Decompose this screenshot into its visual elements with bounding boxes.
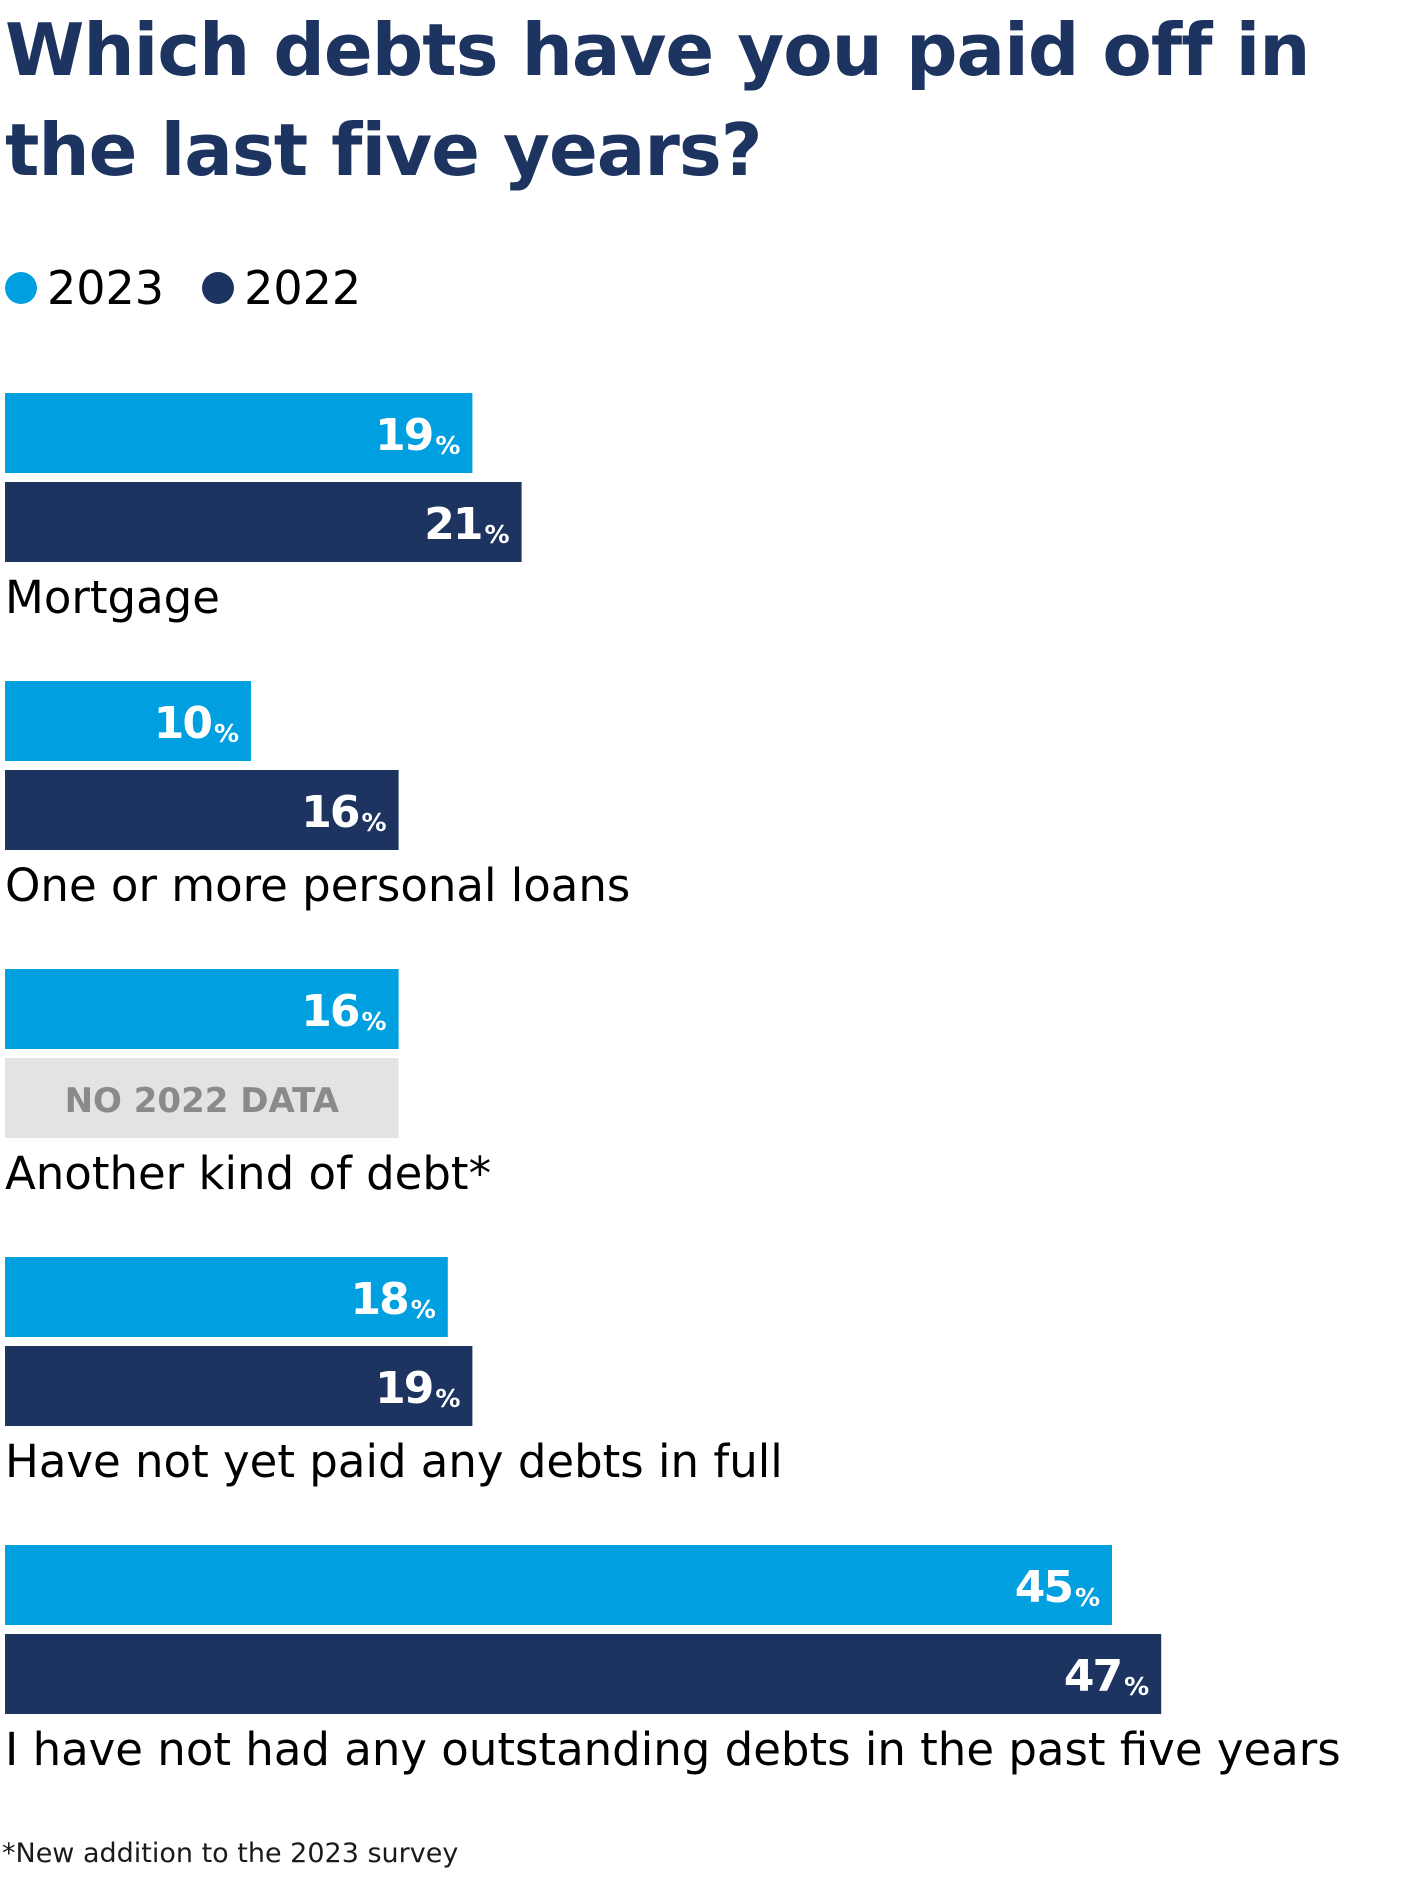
legend-dot-2023 (5, 272, 37, 304)
bar-2023-4 (5, 1545, 1112, 1625)
data-label-2022-1: 16% (301, 787, 386, 838)
data-label-2023-4: 45% (1015, 1562, 1100, 1613)
bar-2023-0 (5, 393, 473, 473)
category-label-4: I have not had any outstanding debts in … (5, 1723, 1341, 1776)
data-label-2023-1: 10% (154, 698, 239, 749)
no-data-label-2: NO 2022 DATA (65, 1081, 340, 1121)
category-label-2: Another kind of debt* (5, 1147, 491, 1200)
bar-2023-1 (5, 681, 251, 761)
bar-2022-3 (5, 1346, 473, 1426)
category-label-0: Mortgage (5, 571, 220, 624)
category-label-3: Have not yet paid any debts in full (5, 1435, 783, 1488)
legend-label-2022: 2022 (244, 261, 362, 315)
data-label-2022-4: 47% (1064, 1651, 1149, 1702)
legend-item-2022: 2022 (202, 261, 361, 315)
data-label-2023-0: 19% (375, 410, 460, 461)
data-label-2023-2: 16% (301, 986, 386, 1037)
bar-2023-2 (5, 969, 399, 1049)
legend-item-2023: 2023 (5, 261, 164, 315)
legend-dot-2022 (202, 272, 235, 304)
bar-2023-3 (5, 1257, 448, 1337)
chart-title: Which debts have you paid off in the las… (5, 8, 1311, 192)
legend: 2023 2022 (5, 258, 399, 318)
data-label-2023-3: 18% (351, 1274, 436, 1325)
bar-2022-1 (5, 770, 399, 850)
bar-no-data-2022-2 (5, 1058, 399, 1138)
data-label-2022-0: 21% (424, 499, 509, 550)
footnote: *New addition to the 2023 survey (2, 1838, 459, 1869)
legend-label-2023: 2023 (47, 261, 165, 315)
data-label-2022-3: 19% (375, 1363, 460, 1414)
bar-2022-4 (5, 1634, 1162, 1714)
category-label-1: One or more personal loans (5, 859, 630, 912)
bar-chart: 19 % 21 % Mortgage 10 % 16 % One or more personal… (5, 393, 1341, 1776)
bar-2022-0 (5, 482, 522, 562)
